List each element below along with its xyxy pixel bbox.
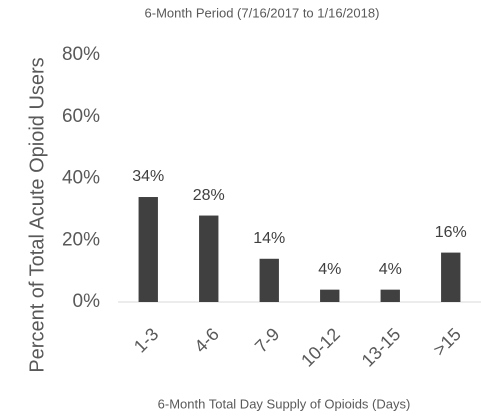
y-tick-label: 40% (62, 168, 100, 189)
x-tick-label: >15 (429, 324, 465, 360)
x-tick-label: 10-12 (297, 324, 344, 371)
data-label: 14% (253, 230, 285, 247)
x-tick-label: 1-3 (130, 324, 163, 357)
bar (138, 197, 158, 302)
x-axis-label: 6-Month Total Day Supply of Opioids (Day… (158, 396, 411, 411)
data-label: 28% (193, 187, 225, 204)
bar (380, 289, 400, 302)
y-axis-label: Percent of Total Acute Opioid Users (26, 57, 48, 372)
data-label: 4% (379, 261, 402, 278)
y-tick-label: 20% (62, 229, 100, 250)
data-label: 34% (132, 168, 164, 185)
chart-title: 6-Month Period (7/16/2017 to 1/16/2018) (145, 5, 380, 20)
data-label: 4% (318, 261, 341, 278)
y-tick-label: 80% (62, 44, 100, 65)
y-tick-label: 0% (73, 291, 101, 312)
bar (441, 252, 461, 302)
bar (320, 289, 340, 302)
bar (259, 258, 279, 302)
x-tick-label: 13-15 (358, 324, 405, 371)
data-label: 16% (435, 224, 467, 241)
y-tick-label: 60% (62, 106, 100, 127)
bar (199, 215, 219, 302)
x-tick-label: 4-6 (190, 324, 223, 357)
x-tick-label: 7-9 (251, 324, 284, 357)
